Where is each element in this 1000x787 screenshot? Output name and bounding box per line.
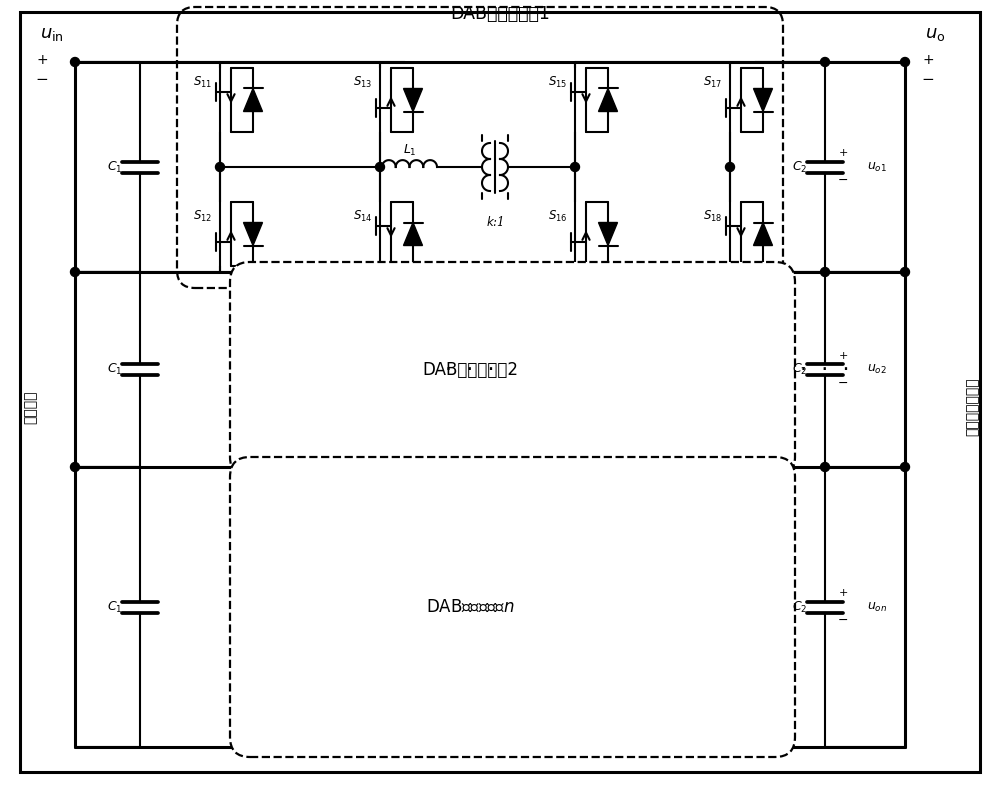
Circle shape xyxy=(900,463,910,471)
Circle shape xyxy=(820,268,830,276)
Text: −: − xyxy=(922,72,934,87)
Text: $S_{16}$: $S_{16}$ xyxy=(548,209,568,224)
Text: ·  ·  ·: · · · xyxy=(445,360,495,379)
Text: $L_1$: $L_1$ xyxy=(403,142,416,157)
Text: $S_{14}$: $S_{14}$ xyxy=(353,209,373,224)
Circle shape xyxy=(820,57,830,66)
Text: 直流微网: 直流微网 xyxy=(23,390,37,423)
Text: 中压直流配电网: 中压直流配电网 xyxy=(965,378,979,436)
Text: $S_{12}$: $S_{12}$ xyxy=(193,209,213,224)
Text: +: + xyxy=(838,351,848,361)
Polygon shape xyxy=(598,223,618,246)
Circle shape xyxy=(820,463,830,471)
Text: $C_1$: $C_1$ xyxy=(107,160,123,175)
Text: ·  ·  ·: · · · xyxy=(800,360,850,379)
Polygon shape xyxy=(244,223,262,246)
Circle shape xyxy=(726,162,734,172)
Polygon shape xyxy=(244,88,262,112)
Text: $C_2$: $C_2$ xyxy=(792,600,808,615)
Text: +: + xyxy=(36,53,48,67)
Polygon shape xyxy=(754,88,772,112)
Text: $u_{o1}$: $u_{o1}$ xyxy=(867,161,887,174)
Text: $C_2$: $C_2$ xyxy=(792,160,808,175)
Polygon shape xyxy=(754,223,772,246)
Text: −: − xyxy=(838,614,848,627)
Text: $u_{\mathrm{in}}$: $u_{\mathrm{in}}$ xyxy=(40,25,64,43)
Text: DAB变换器模块1: DAB变换器模块1 xyxy=(450,5,550,23)
Polygon shape xyxy=(404,88,423,112)
Circle shape xyxy=(70,463,80,471)
Polygon shape xyxy=(404,223,423,246)
Text: +: + xyxy=(838,149,848,158)
Text: $S_{18}$: $S_{18}$ xyxy=(703,209,723,224)
Circle shape xyxy=(216,162,224,172)
Text: $k$:1: $k$:1 xyxy=(486,215,504,229)
Circle shape xyxy=(376,162,384,172)
Circle shape xyxy=(570,162,580,172)
Text: $S_{11}$: $S_{11}$ xyxy=(193,75,213,90)
Text: DAB变换器模块2: DAB变换器模块2 xyxy=(422,360,518,379)
Text: −: − xyxy=(838,174,848,187)
Text: $u_{o2}$: $u_{o2}$ xyxy=(867,363,887,376)
Text: +: + xyxy=(838,589,848,598)
Text: DAB变换器模块$n$: DAB变换器模块$n$ xyxy=(426,598,514,616)
Circle shape xyxy=(70,57,80,66)
Text: $u_{on}$: $u_{on}$ xyxy=(867,600,887,614)
Text: $S_{17}$: $S_{17}$ xyxy=(703,75,723,90)
Circle shape xyxy=(70,268,80,276)
Circle shape xyxy=(900,268,910,276)
Text: −: − xyxy=(36,72,48,87)
Text: −: − xyxy=(838,376,848,390)
Circle shape xyxy=(900,57,910,66)
Text: +: + xyxy=(922,53,934,67)
Polygon shape xyxy=(598,88,618,112)
Text: $C_1$: $C_1$ xyxy=(107,362,123,377)
Text: $S_{13}$: $S_{13}$ xyxy=(353,75,373,90)
FancyBboxPatch shape xyxy=(230,457,795,757)
Text: $u_{\mathrm{o}}$: $u_{\mathrm{o}}$ xyxy=(925,25,945,43)
FancyBboxPatch shape xyxy=(230,262,795,477)
Text: $S_{15}$: $S_{15}$ xyxy=(548,75,568,90)
Text: $C_1$: $C_1$ xyxy=(107,600,123,615)
Text: $C_2$: $C_2$ xyxy=(792,362,808,377)
